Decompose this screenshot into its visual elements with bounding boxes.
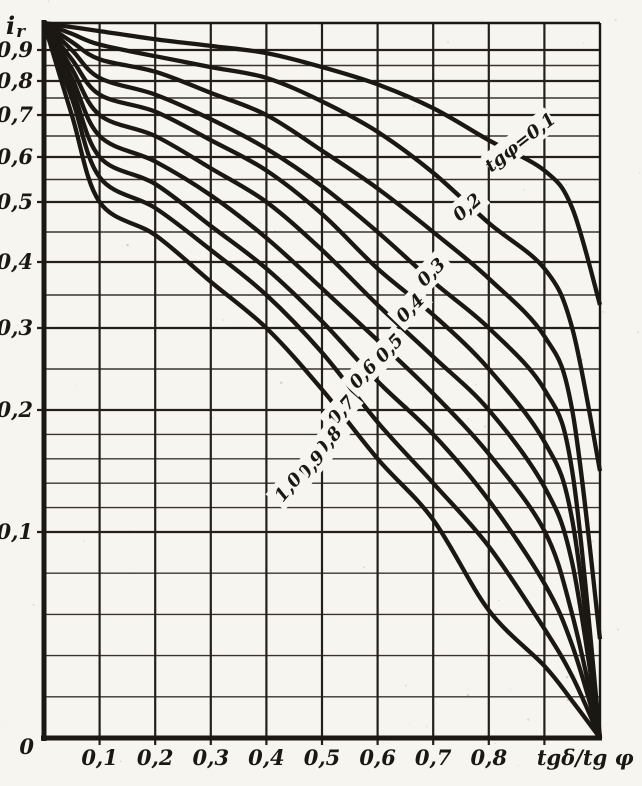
x-tick-label-0,6: 0,6 bbox=[359, 745, 396, 770]
paper-speckle bbox=[602, 310, 605, 313]
paper-speckle bbox=[527, 718, 530, 721]
curve-tgphi-0.7 bbox=[42, 22, 603, 739]
paper-speckle bbox=[363, 566, 366, 569]
paper-speckle bbox=[82, 539, 86, 542]
y-tick-label-0,3: 0,3 bbox=[0, 315, 33, 340]
y-tick-label-0,7: 0,7 bbox=[0, 102, 33, 127]
paper-speckle bbox=[129, 567, 131, 569]
paper-speckle bbox=[408, 724, 410, 726]
paper-speckle bbox=[129, 529, 131, 532]
y-axis-title-base: i bbox=[6, 11, 15, 40]
curve-label-halo bbox=[387, 284, 433, 332]
paper-speckle bbox=[591, 540, 594, 543]
paper-speckle bbox=[126, 243, 129, 247]
curve-tgphi-0.2 bbox=[43, 20, 603, 472]
paper-speckle bbox=[616, 628, 619, 631]
paper-speckle bbox=[467, 689, 469, 691]
x-tick-label-0,2: 0,2 bbox=[137, 745, 174, 770]
paper-speckle bbox=[466, 694, 470, 697]
paper-speckle bbox=[565, 675, 569, 679]
y-tick-label-0,8: 0,8 bbox=[0, 68, 33, 93]
paper-speckle bbox=[638, 171, 641, 174]
origin-zero-label: 0 bbox=[19, 734, 34, 759]
paper-speckle bbox=[481, 19, 483, 22]
paper-speckle bbox=[517, 765, 520, 767]
curve-tgphi-0.5 bbox=[42, 21, 603, 739]
paper-speckle bbox=[582, 42, 585, 44]
paper-speckle bbox=[422, 336, 424, 338]
curve-label-halo bbox=[340, 350, 386, 398]
paper-speckle bbox=[483, 425, 486, 428]
paper-speckle bbox=[509, 689, 511, 691]
paper-speckle bbox=[614, 18, 617, 21]
x-tick-label-0,5: 0,5 bbox=[304, 745, 341, 770]
curve-tgphi-0.8 bbox=[42, 22, 603, 739]
paper-speckle bbox=[498, 599, 500, 602]
curve-label-halo bbox=[480, 107, 560, 177]
paper-speckle bbox=[47, 0, 50, 3]
curve-tgphi-0.3 bbox=[42, 21, 603, 640]
paper-speckle bbox=[319, 25, 321, 27]
curve-tgphi-0.1 bbox=[43, 20, 603, 306]
paper-speckle bbox=[279, 381, 283, 385]
curve-label-halo bbox=[443, 184, 491, 230]
y-axis-title-sub: r bbox=[16, 22, 26, 42]
paper-speckle bbox=[474, 383, 477, 386]
paper-speckle bbox=[584, 713, 587, 715]
paper-speckle bbox=[413, 105, 416, 108]
paper-speckle bbox=[404, 684, 408, 687]
paper-speckle bbox=[259, 222, 262, 224]
paper-speckle bbox=[32, 603, 35, 606]
paper-speckle bbox=[222, 319, 225, 321]
y-axis-title: ir bbox=[6, 11, 26, 42]
paper-speckle bbox=[75, 384, 77, 385]
x-tick-label-0,3: 0,3 bbox=[193, 745, 230, 770]
paper-speckle bbox=[49, 319, 51, 321]
paper-speckle bbox=[467, 418, 469, 420]
x-tick-label-0,8: 0,8 bbox=[471, 745, 508, 770]
curve-label-halo bbox=[366, 324, 412, 372]
curve-label-halo bbox=[265, 463, 311, 511]
x-tick-label-0,4: 0,4 bbox=[248, 745, 285, 770]
paper-speckle bbox=[494, 742, 497, 745]
curve-tgphi-0.9 bbox=[41, 22, 602, 739]
curve-tgphi-1.0 bbox=[41, 22, 602, 740]
paper-speckle bbox=[565, 184, 568, 186]
y-tick-label-0,1: 0,1 bbox=[0, 519, 33, 544]
y-tick-label-0,9: 0,9 bbox=[0, 37, 33, 62]
paper-speckle bbox=[212, 416, 215, 419]
y-tick-label-0,5: 0,5 bbox=[0, 189, 33, 214]
x-tick-label-0,7: 0,7 bbox=[415, 745, 452, 770]
paper-speckle bbox=[285, 129, 288, 132]
paper-speckle bbox=[119, 760, 122, 763]
x-axis-title: tgδ/tg φ bbox=[537, 745, 634, 770]
curve-tgphi-0.6 bbox=[42, 21, 603, 739]
paper-speckle bbox=[568, 438, 571, 440]
paper-speckle bbox=[464, 705, 466, 707]
y-tick-label-0,4: 0,4 bbox=[0, 249, 33, 274]
paper-speckle bbox=[637, 331, 640, 334]
paper-speckle bbox=[387, 742, 389, 744]
paper-speckle bbox=[51, 84, 52, 86]
paper-speckle bbox=[326, 95, 328, 97]
paper-speckle bbox=[170, 174, 172, 176]
paper-speckle bbox=[425, 725, 428, 728]
x-tick-label-0,1: 0,1 bbox=[81, 745, 118, 770]
y-tick-label-0,6: 0,6 bbox=[0, 144, 33, 169]
paper-speckle bbox=[447, 41, 450, 44]
curve-tgphi-0.4 bbox=[42, 21, 603, 739]
paper-speckle bbox=[0, 723, 1, 725]
paper-speckle bbox=[523, 189, 526, 191]
curve-label-halo bbox=[407, 248, 455, 296]
y-tick-label-0,2: 0,2 bbox=[0, 397, 33, 422]
